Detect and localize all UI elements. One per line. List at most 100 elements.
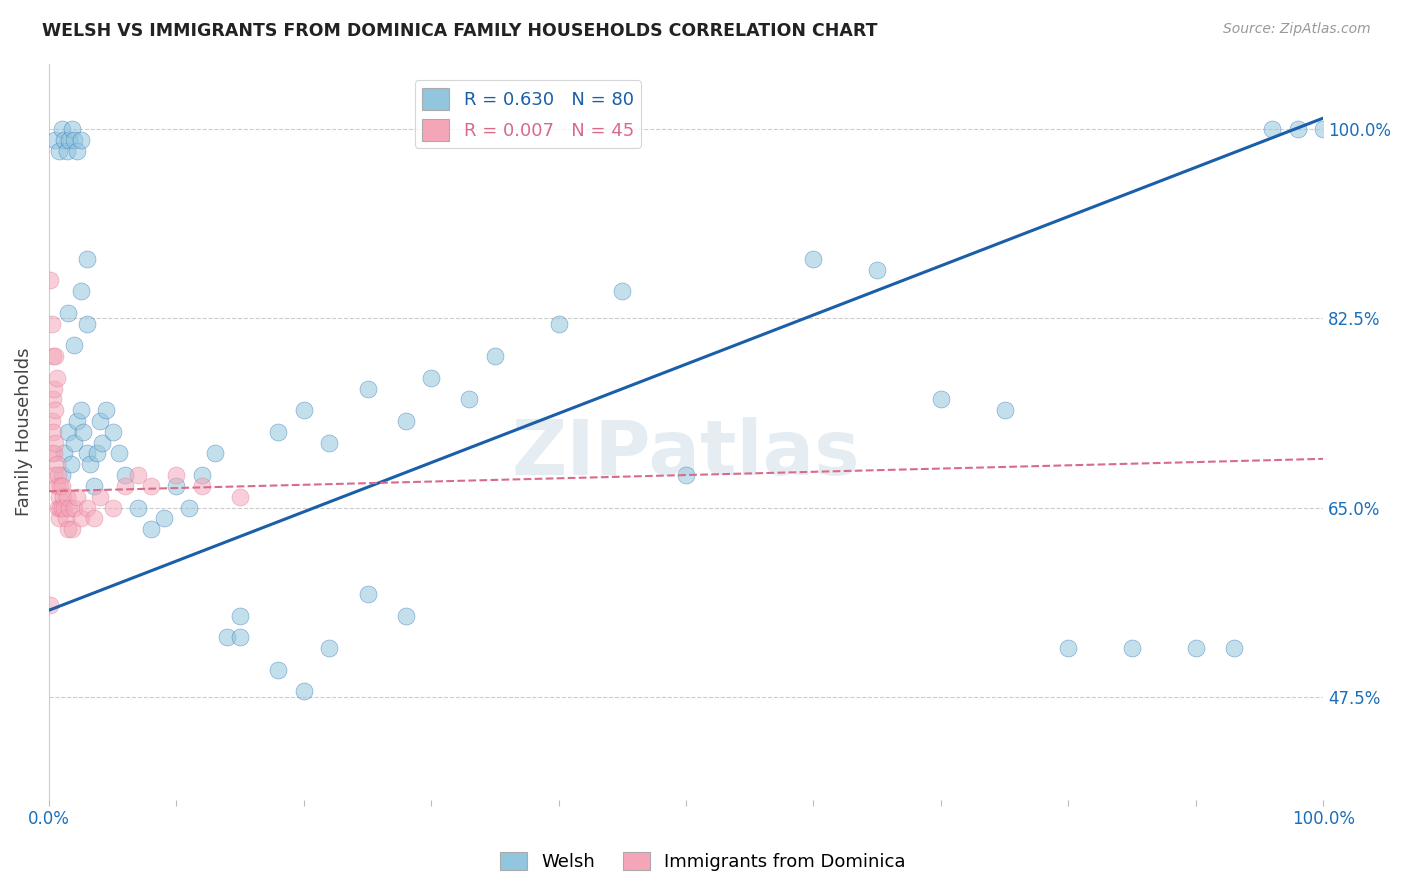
Point (114, 468, 136, 483)
Text: Source: ZipAtlas.com: Source: ZipAtlas.com (1223, 22, 1371, 37)
Point (53, 446, 76, 460)
Point (114, 479, 136, 493)
Point (1121, 641, 1143, 656)
Point (994, 403, 1017, 417)
Legend: Welsh, Immigrants from Dominica: Welsh, Immigrants from Dominica (494, 845, 912, 879)
Point (60, 522, 83, 536)
Point (229, 608, 252, 623)
Point (292, 684, 315, 698)
Point (72, 425, 94, 439)
Point (42, 425, 65, 439)
Point (46, 468, 69, 483)
Point (51, 122, 73, 136)
Point (39, 598, 62, 612)
Point (179, 500, 201, 515)
Point (76, 317, 98, 331)
Point (1223, 641, 1246, 656)
Point (42, 468, 65, 483)
Point (63, 338, 86, 352)
Point (55, 511, 77, 525)
Point (204, 446, 226, 460)
Point (803, 252, 825, 266)
Point (66, 144, 89, 158)
Point (292, 403, 315, 417)
Point (108, 446, 131, 460)
Point (41, 446, 63, 460)
Point (866, 262, 889, 277)
Point (45, 457, 67, 471)
Point (49, 500, 72, 515)
Point (59, 457, 82, 471)
Point (395, 414, 418, 428)
Point (63, 500, 86, 515)
Point (48, 144, 70, 158)
Point (1286, 122, 1309, 136)
Point (1057, 641, 1080, 656)
Point (267, 663, 290, 677)
Point (56, 425, 79, 439)
Y-axis label: Family Households: Family Households (15, 348, 32, 516)
Point (139, 522, 162, 536)
Point (91, 435, 114, 450)
Point (165, 479, 187, 493)
Point (127, 468, 149, 483)
Point (44, 435, 66, 450)
Point (675, 468, 697, 483)
Point (48, 511, 70, 525)
Point (69, 284, 91, 298)
Point (56, 522, 79, 536)
Point (56, 144, 79, 158)
Point (42, 382, 65, 396)
Point (83, 511, 105, 525)
Point (191, 468, 214, 483)
Legend: R = 0.630   N = 80, R = 0.007   N = 45: R = 0.630 N = 80, R = 0.007 N = 45 (415, 80, 641, 148)
Text: WELSH VS IMMIGRANTS FROM DOMINICA FAMILY HOUSEHOLDS CORRELATION CHART: WELSH VS IMMIGRANTS FROM DOMINICA FAMILY… (42, 22, 877, 40)
Point (395, 608, 418, 623)
Point (56, 490, 79, 504)
Point (139, 479, 162, 493)
Point (79, 457, 101, 471)
Point (44, 403, 66, 417)
Point (547, 317, 569, 331)
Point (191, 479, 214, 493)
Point (39, 273, 62, 287)
Point (60, 122, 83, 136)
Point (49, 479, 72, 493)
Point (51, 468, 73, 483)
Point (127, 500, 149, 515)
Point (53, 500, 76, 515)
Point (42, 349, 65, 363)
Point (44, 349, 66, 363)
Point (165, 468, 187, 483)
Point (267, 425, 290, 439)
Point (76, 500, 98, 515)
Point (318, 641, 340, 656)
Point (45, 370, 67, 384)
Point (1312, 122, 1334, 136)
Point (83, 479, 105, 493)
Point (66, 414, 89, 428)
Point (217, 630, 239, 644)
Point (86, 446, 108, 460)
Point (152, 511, 174, 525)
Point (58, 133, 80, 147)
Point (63, 133, 86, 147)
Point (356, 382, 378, 396)
Point (69, 403, 91, 417)
Point (69, 133, 91, 147)
Point (63, 435, 86, 450)
Point (56, 306, 79, 320)
Point (484, 349, 506, 363)
Point (44, 133, 66, 147)
Point (1184, 641, 1206, 656)
Point (46, 500, 69, 515)
Point (66, 490, 89, 504)
Point (89, 414, 111, 428)
Text: ZIPatlas: ZIPatlas (512, 417, 860, 491)
Point (101, 500, 124, 515)
Point (318, 435, 340, 450)
Point (52, 490, 75, 504)
Point (58, 500, 80, 515)
Point (1261, 122, 1284, 136)
Point (42, 446, 65, 460)
